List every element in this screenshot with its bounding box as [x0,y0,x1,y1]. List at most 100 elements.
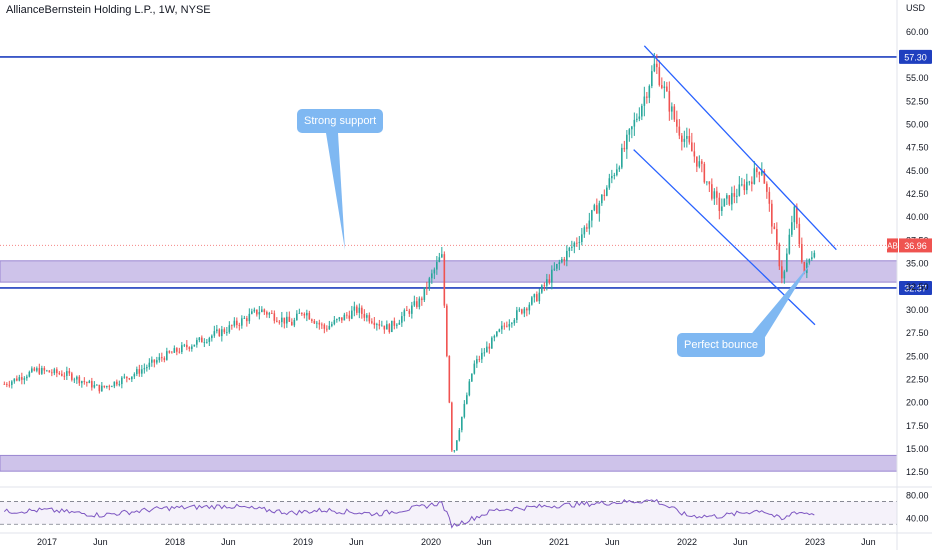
candle-body [191,346,193,349]
candle-body [108,385,111,387]
candle-body [643,96,646,106]
candle-body [576,242,578,244]
candle-body [573,242,576,247]
candle-body [593,205,596,211]
y-tick-label: 42.50 [906,189,929,199]
candle-body [293,319,296,326]
candle-body [478,359,481,360]
x-tick-label: Jun [605,537,620,547]
last-price-tag [899,238,932,253]
y-tick-label: 25.00 [906,351,929,361]
candle-body [503,325,506,327]
candle-body [463,403,466,417]
candle-body [46,370,48,372]
strong-support-callout: Strong support [297,109,384,133]
candle-body [706,181,708,183]
candle-body [266,312,268,315]
candle-body [48,370,51,373]
candle-body [681,135,683,142]
callout-pointers [326,133,811,342]
candle-body [761,170,763,175]
candle-body [436,261,438,270]
candle-body [113,381,116,387]
x-tick-label: 2018 [165,537,185,547]
candle-body [781,266,783,279]
candle-body [583,227,586,235]
candle-body [801,244,803,262]
candle-body [331,324,333,326]
price-axis[interactable]: 57.30 32.37 60.00 55.00 52.50 50.00 47.50 45.00… [887,0,932,550]
level-tag-label-2: 32.37 [904,283,927,293]
candle-body [296,313,298,320]
candle-body [146,367,148,369]
candle-body [8,384,11,386]
candle-body [183,344,186,346]
candle-body [411,305,413,314]
candle-body [588,220,591,229]
y-tick-label: 30.00 [906,305,929,315]
candle-body [81,381,83,384]
candle-body [38,368,41,374]
candle-body [311,319,313,321]
candle-body [661,85,663,88]
candle-body [186,344,188,348]
y-tick-label: 17.50 [906,421,929,431]
candle-body [808,258,811,263]
candle-body [78,376,81,384]
candle-body [33,368,36,371]
candle-body [763,170,766,184]
candle-body [101,385,103,392]
time-axis[interactable]: 2017 Jun 2018 Jun 2019 Jun 2020 Jun 2021 Jun 2022 J… [0,532,932,547]
candle-body [621,147,623,168]
candle-body [431,273,433,279]
candle-body [536,294,538,302]
candle-body [341,317,343,321]
candle-body [756,168,758,173]
candle-body [731,193,733,205]
candle-body [508,324,511,327]
candle-body [223,329,226,333]
candle-body [646,96,648,98]
candle-body [516,310,518,320]
candle-body [501,325,503,330]
candle-body [806,262,808,274]
x-tick-label: 2021 [549,537,569,547]
candle-body [96,384,98,386]
candle-body [398,322,401,325]
candle-body [313,320,316,324]
candle-body [178,351,181,353]
y-tick-label: 20.00 [906,398,929,408]
candle-body [16,378,18,381]
candle-body [193,344,196,347]
candle-body [708,181,711,185]
candle-body [753,168,756,185]
candle-body [143,368,146,370]
candle-body [523,308,526,314]
x-tick-label: 2020 [421,537,441,547]
candle-body [3,384,6,385]
candle-body [268,313,271,315]
candle-body [416,301,418,307]
candle-body [453,450,456,452]
symbol-tag-label: AB [887,241,898,250]
candle-body [696,156,698,167]
candle-body [196,340,198,345]
candle-body [166,351,168,360]
candle-body [693,151,696,157]
candle-body [793,206,796,223]
candle-body [723,198,726,207]
candle-body [221,329,223,337]
candle-body [346,314,348,316]
candle-body [531,297,533,305]
candle-body [171,352,173,354]
candle-body [728,195,731,205]
candle-body [476,359,478,364]
candle-body [603,194,606,196]
y-tick-label: 22.50 [906,374,929,384]
candle-body [623,147,626,150]
candle-body [691,142,693,152]
level-tag-1 [899,49,932,64]
candle-body [473,363,476,374]
candle-body [116,381,118,385]
